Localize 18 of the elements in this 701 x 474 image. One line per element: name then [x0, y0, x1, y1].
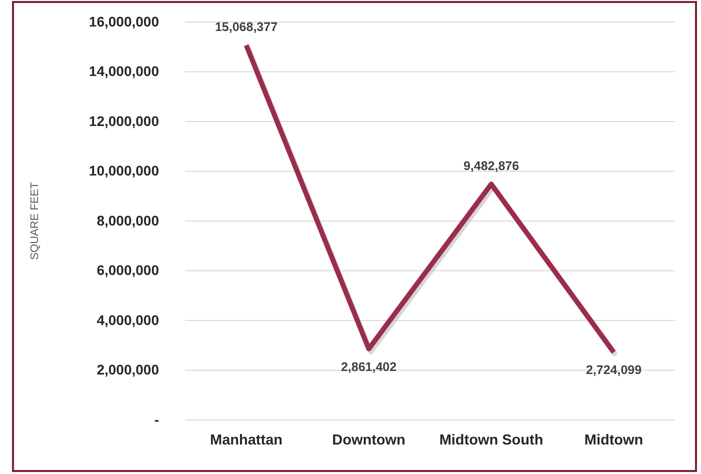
- data-label: 15,068,377: [214, 20, 278, 34]
- y-tick-label: -: [154, 411, 160, 428]
- y-tick-label: 12,000,000: [88, 112, 160, 129]
- y-tick-label: 6,000,000: [96, 262, 160, 278]
- y-tick-label: 16,000,000: [88, 13, 160, 30]
- y-tick-label: 14,000,000: [88, 63, 160, 80]
- x-tick-label: Manhattan: [210, 432, 282, 448]
- y-tick-label: 4,000,000: [96, 312, 160, 328]
- y-tick-label: 8,000,000: [96, 212, 160, 228]
- data-label: 2,724,099: [586, 363, 642, 378]
- data-label: 2,861,402: [340, 360, 397, 374]
- x-tick-label: Downtown: [332, 432, 406, 448]
- data-label: 9,482,876: [463, 159, 520, 174]
- x-tick-label: Midtown South: [439, 432, 544, 448]
- y-tick-label: 10,000,000: [88, 162, 160, 179]
- y-axis-title: SQUARE FEET: [29, 182, 41, 260]
- y-tick-label: 2,000,000: [96, 362, 160, 378]
- x-tick-label: Midtown: [584, 432, 644, 448]
